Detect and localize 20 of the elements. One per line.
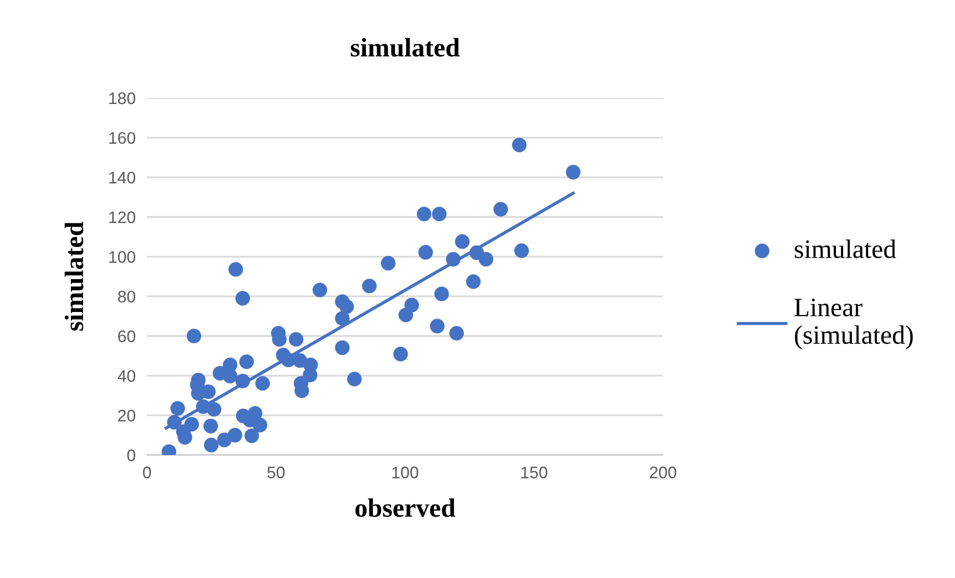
- legend-label: Linear (simulated): [794, 298, 913, 350]
- x-tick-label: 0: [143, 466, 151, 478]
- y-tick-label: 100: [109, 251, 136, 263]
- y-tick-label: 180: [109, 92, 136, 104]
- x-tick-label: 50: [267, 466, 285, 478]
- y-tick-label: 80: [118, 290, 136, 303]
- y-tick-label: 0: [127, 449, 136, 462]
- x-axis-title: observed: [355, 498, 456, 517]
- x-tick-label: 100: [392, 466, 418, 478]
- y-tick-label: 60: [118, 330, 136, 342]
- y-tick-label: 40: [118, 370, 136, 382]
- legend-label: simulated: [794, 240, 896, 258]
- y-tick-label: 140: [109, 172, 136, 184]
- x-tick-label: 200: [650, 466, 676, 478]
- y-tick-label: 160: [109, 132, 136, 144]
- chart-title: simulated: [350, 38, 460, 57]
- y-tick-label: 120: [109, 211, 136, 224]
- y-axis-title: simulated: [64, 222, 84, 331]
- x-tick-label: 150: [521, 466, 548, 478]
- y-tick-label: 20: [118, 410, 136, 422]
